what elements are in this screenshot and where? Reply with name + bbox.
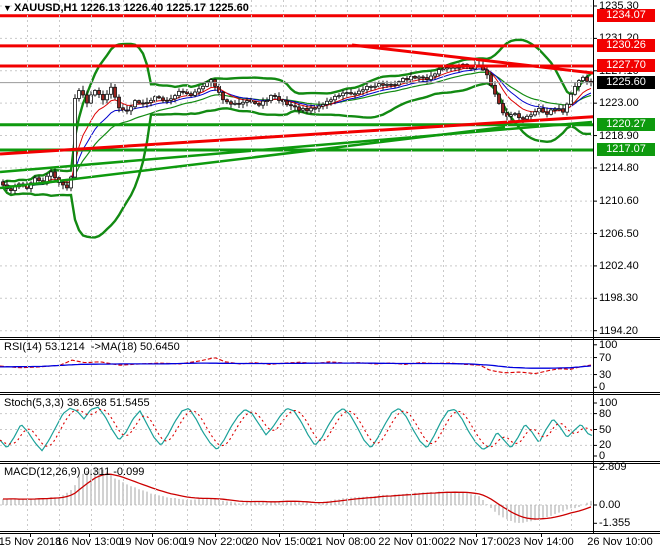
macd-indicator-label: MACD(12,26,9) 0.311 -0.099 bbox=[4, 466, 145, 478]
time-axis-label: 22 Nov 01:00 bbox=[378, 536, 444, 548]
rsi-axis-label: 0 bbox=[599, 381, 606, 394]
stoch-axis-label: 20 bbox=[599, 439, 612, 452]
rsi-axis-label: 30 bbox=[599, 368, 612, 381]
time-axis-label: 26 Nov 10:00 bbox=[587, 536, 653, 548]
time-axis-label: 20 Nov 15:00 bbox=[246, 536, 312, 548]
stoch-indicator-label: Stoch(5,3,3) 38.6598 51.5455 bbox=[4, 397, 150, 409]
stoch-axis-label: 100 bbox=[599, 397, 618, 409]
price-axis-label: 1214.80 bbox=[599, 161, 639, 174]
rsi-indicator-label: RSI(14) 53.1214 ->MA(18) 50.6450 bbox=[4, 341, 180, 353]
time-axis-label: 19 Nov 22:00 bbox=[182, 536, 248, 548]
rsi-axis-label: 100 bbox=[599, 338, 618, 351]
rsi-axis-label: 70 bbox=[599, 351, 612, 364]
price-axis-label: 1210.60 bbox=[599, 195, 639, 208]
price-axis-label: 1223.00 bbox=[599, 97, 639, 110]
price-axis-label: 1218.90 bbox=[599, 129, 639, 142]
time-axis-label: 21 Nov 08:00 bbox=[310, 536, 376, 548]
price-axis-label: 1202.40 bbox=[599, 259, 639, 272]
stoch-axis-label: 80 bbox=[599, 407, 612, 420]
stoch-axis-label: 50 bbox=[599, 423, 612, 436]
chart-title: XAUUSD,H1 1226.13 1226.40 1225.17 1225.6… bbox=[14, 2, 249, 14]
price-axis-label: 1198.30 bbox=[599, 292, 638, 305]
price-badge: 1227.70 bbox=[597, 59, 655, 73]
price-axis-label: 1206.50 bbox=[599, 227, 639, 240]
price-badge: 1225.60 bbox=[597, 75, 655, 89]
price-badge: 1220.27 bbox=[597, 117, 655, 131]
time-axis-label: 22 Nov 17:00 bbox=[443, 536, 509, 548]
price-badge: 1217.07 bbox=[597, 143, 655, 157]
time-axis-label: 19 Nov 06:00 bbox=[119, 536, 185, 548]
macd-axis-label: -1.355 bbox=[599, 517, 631, 530]
chart-dropdown-icon[interactable]: ▼ bbox=[3, 3, 12, 13]
price-axis-label: 1194.20 bbox=[599, 324, 638, 337]
price-badge: 1230.26 bbox=[597, 38, 655, 52]
stoch-axis-label: 0 bbox=[599, 450, 606, 462]
time-axis-label: 16 Nov 13:00 bbox=[56, 536, 122, 548]
time-axis-label: 23 Nov 14:00 bbox=[508, 536, 574, 548]
macd-axis-label: 2.809 bbox=[599, 461, 627, 474]
time-axis-label: 15 Nov 2018 bbox=[0, 536, 62, 548]
price-badge: 1234.07 bbox=[597, 8, 655, 22]
macd-axis-label: 0.00 bbox=[599, 499, 621, 511]
